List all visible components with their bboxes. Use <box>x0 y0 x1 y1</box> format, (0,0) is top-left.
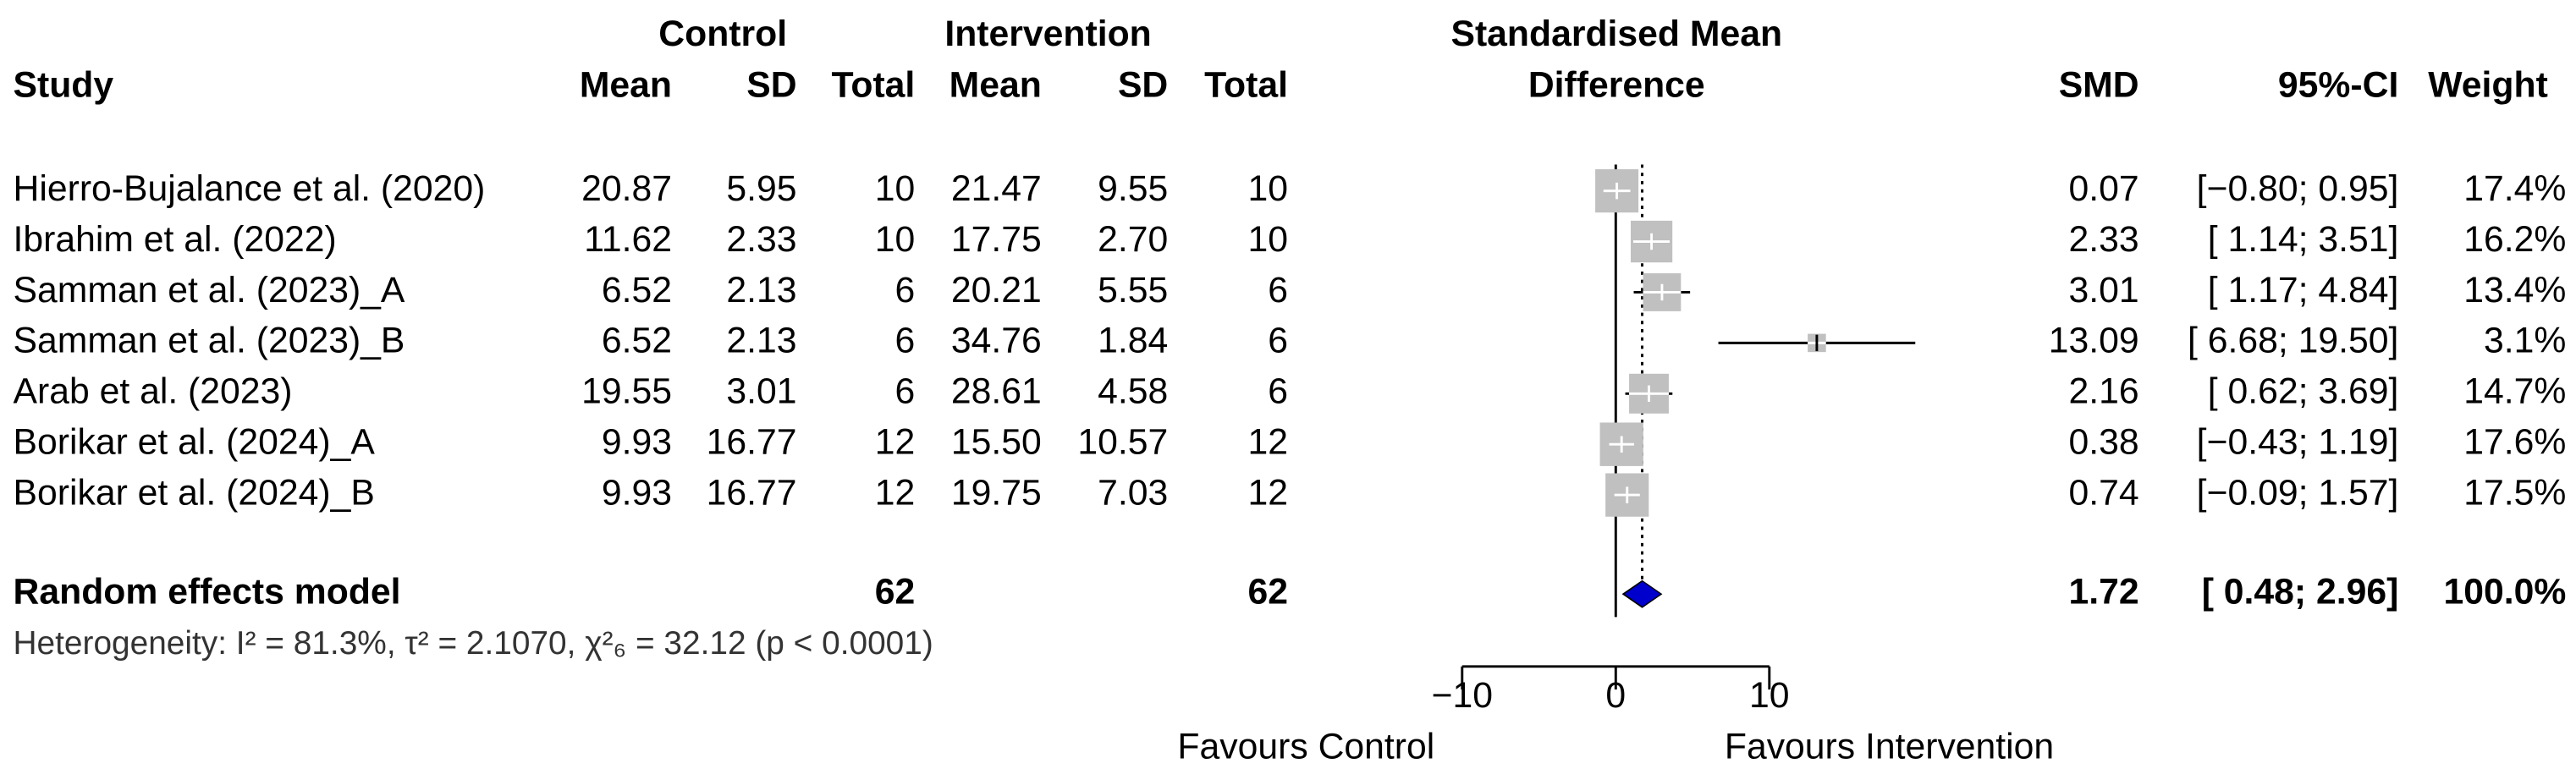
table-cell: 19.75 <box>951 472 1042 513</box>
table-cell: 2.33 <box>726 219 796 260</box>
table-cell: 4.58 <box>1098 371 1168 412</box>
table-cell: 9.55 <box>1098 168 1168 209</box>
study-name: Borikar et al. (2024)_B <box>14 472 375 513</box>
table-cell: 10.57 <box>1077 421 1168 462</box>
column-header: SD <box>1118 64 1168 105</box>
table-cell: 5.55 <box>1098 270 1168 310</box>
table-cell: 2.13 <box>726 270 796 310</box>
weight-value: 17.6% <box>2463 421 2566 462</box>
summary-label: Random effects model <box>14 571 401 612</box>
table-cell: 6.52 <box>602 321 672 361</box>
table-cell: 6 <box>1268 270 1288 310</box>
column-header: SMD <box>2059 64 2139 105</box>
smd-value: 2.33 <box>2068 219 2138 260</box>
study-name: Samman et al. (2023)_B <box>14 321 405 361</box>
weight-value: 17.4% <box>2463 168 2566 209</box>
ci-value: [ 1.17; 4.84] <box>2208 270 2399 310</box>
table-cell: 2.70 <box>1098 219 1168 260</box>
summary-total: 62 <box>1247 571 1288 612</box>
table-cell: 12 <box>875 421 916 462</box>
study-name: Borikar et al. (2024)_A <box>14 421 376 462</box>
table-cell: 20.21 <box>951 270 1042 310</box>
table-cell: 10 <box>1247 219 1288 260</box>
ci-value: [ 6.68; 19.50] <box>2188 321 2398 361</box>
column-header: Weight <box>2428 64 2548 105</box>
ci-value: [ 1.14; 3.51] <box>2208 219 2399 260</box>
table-cell: 17.75 <box>951 219 1042 260</box>
table-cell: 6 <box>1268 371 1288 412</box>
column-header: Total <box>1204 64 1288 105</box>
column-header: Study <box>14 64 114 105</box>
table-cell: 6 <box>895 321 916 361</box>
weight-value: 17.5% <box>2463 472 2566 513</box>
table-cell: 11.62 <box>584 219 672 260</box>
table-cell: 6 <box>1268 321 1288 361</box>
summary-weight: 100.0% <box>2443 571 2566 612</box>
smd-value: 0.38 <box>2068 421 2138 462</box>
table-cell: 20.87 <box>581 168 672 209</box>
table-cell: 21.47 <box>951 168 1042 209</box>
group-header: Control <box>658 14 787 54</box>
table-cell: 9.93 <box>602 421 672 462</box>
x-tick-label: 0 <box>1605 675 1626 716</box>
table-cell: 10 <box>875 168 916 209</box>
x-axis-label: Favours Control <box>1177 726 1434 766</box>
table-cell: 1.84 <box>1098 321 1168 361</box>
study-name: Hierro-Bujalance et al. (2020) <box>14 168 486 209</box>
column-header: Mean <box>949 64 1042 105</box>
summary-diamond <box>1621 580 1663 608</box>
ci-value: [ 0.62; 3.69] <box>2208 371 2399 412</box>
x-axis-label: Favours Intervention <box>1725 726 2054 766</box>
group-header: Intervention <box>944 14 1151 54</box>
ci-value: [−0.80; 0.95] <box>2197 168 2399 209</box>
table-cell: 12 <box>1247 421 1288 462</box>
column-header: Total <box>831 64 915 105</box>
table-cell: 12 <box>875 472 916 513</box>
table-cell: 2.13 <box>726 321 796 361</box>
smd-value: 2.16 <box>2068 371 2138 412</box>
column-header: Mean <box>580 64 672 105</box>
ci-value: [−0.43; 1.19] <box>2197 421 2399 462</box>
study-name: Samman et al. (2023)_A <box>14 270 405 310</box>
smd-value: 13.09 <box>2049 321 2139 361</box>
table-cell: 6 <box>895 270 916 310</box>
table-cell: 19.55 <box>581 371 672 412</box>
study-name: Arab et al. (2023) <box>14 371 293 412</box>
weight-value: 14.7% <box>2463 371 2566 412</box>
table-cell: 16.77 <box>707 472 797 513</box>
heterogeneity: Heterogeneity: I² = 81.3%, τ² = 2.1070, … <box>14 625 933 662</box>
table-cell: 34.76 <box>951 321 1042 361</box>
ci-value: [−0.09; 1.57] <box>2197 472 2399 513</box>
column-header: 95%-CI <box>2278 64 2398 105</box>
table-cell: 7.03 <box>1098 472 1168 513</box>
table-cell: 28.61 <box>951 371 1042 412</box>
column-header: SD <box>746 64 796 105</box>
table-cell: 16.77 <box>707 421 797 462</box>
x-tick-label: −10 <box>1432 675 1493 716</box>
table-cell: 10 <box>1247 168 1288 209</box>
table-cell: 15.50 <box>951 421 1042 462</box>
table-cell: 3.01 <box>726 371 796 412</box>
table-cell: 12 <box>1247 472 1288 513</box>
table-cell: 6 <box>895 371 916 412</box>
smd-value: 3.01 <box>2068 270 2138 310</box>
summary-smd: 1.72 <box>2068 571 2138 612</box>
smd-value: 0.74 <box>2068 472 2138 513</box>
plot-title: Difference <box>1528 64 1705 105</box>
table-cell: 9.93 <box>602 472 672 513</box>
weight-value: 16.2% <box>2463 219 2566 260</box>
smd-value: 0.07 <box>2068 168 2138 209</box>
table-cell: 6.52 <box>602 270 672 310</box>
weight-value: 13.4% <box>2463 270 2566 310</box>
summary-ci: [ 0.48; 2.96] <box>2202 571 2399 612</box>
study-name: Ibrahim et al. (2022) <box>14 219 337 260</box>
weight-value: 3.1% <box>2484 321 2566 361</box>
summary-total: 62 <box>875 571 916 612</box>
x-tick-label: 10 <box>1749 675 1790 716</box>
table-cell: 10 <box>875 219 916 260</box>
table-cell: 5.95 <box>726 168 796 209</box>
plot-title: Standardised Mean <box>1450 14 1782 54</box>
